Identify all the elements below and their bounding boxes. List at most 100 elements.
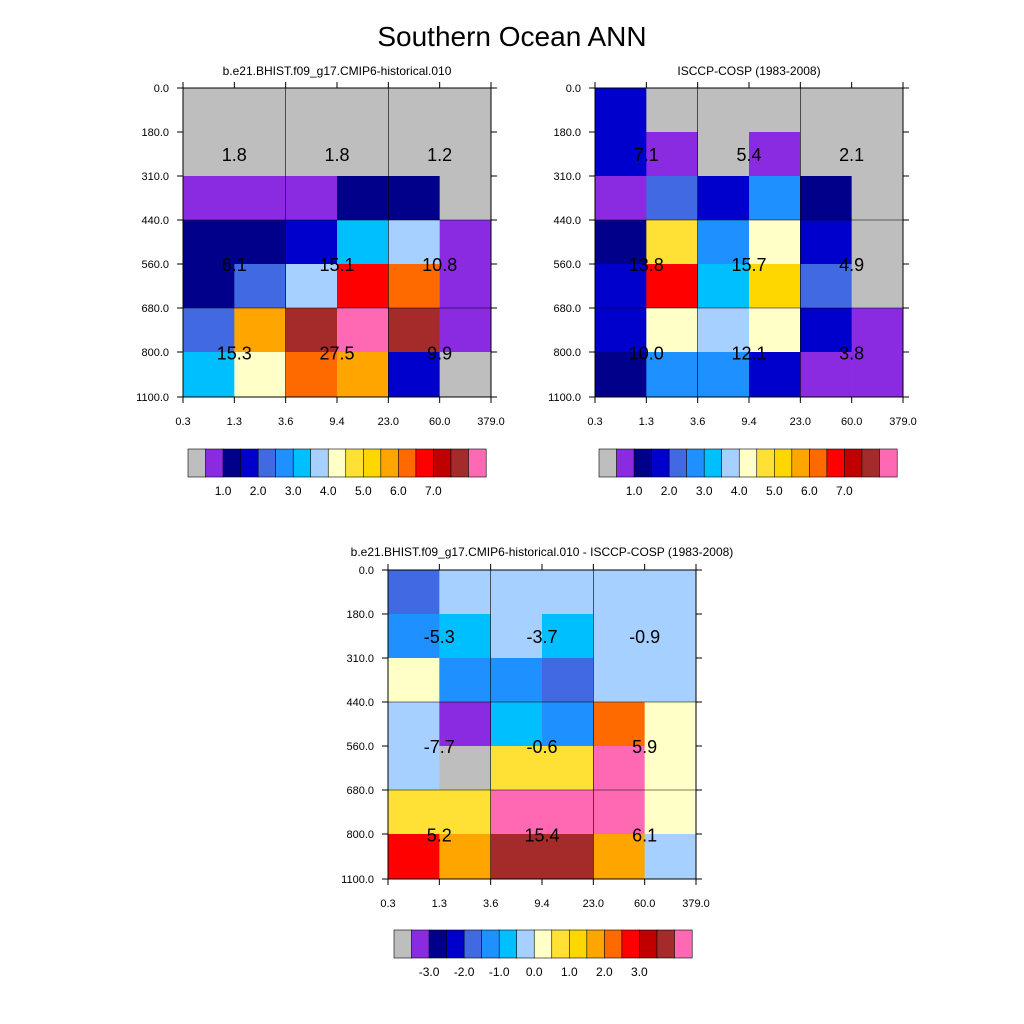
colorbar-swatch bbox=[621, 929, 640, 959]
heatmap-cell bbox=[388, 176, 440, 221]
heatmap-cell bbox=[183, 264, 235, 309]
colorbar-swatch bbox=[656, 929, 675, 959]
heatmap-cell bbox=[234, 308, 286, 353]
y-tick-label: 800.0 bbox=[346, 829, 374, 841]
heatmap-cell bbox=[285, 176, 338, 221]
colorbar-swatch bbox=[756, 448, 775, 478]
heatmap-cell bbox=[800, 176, 852, 221]
heatmap-cell bbox=[697, 88, 750, 133]
heatmap-cell bbox=[749, 88, 801, 133]
block-value: 6.1 bbox=[222, 255, 247, 275]
colorbar-swatch bbox=[362, 448, 382, 478]
colorbar-swatch bbox=[450, 448, 469, 478]
x-tick-label: 1.3 bbox=[227, 416, 242, 428]
heatmap-cell bbox=[183, 352, 235, 398]
heatmap-cell bbox=[800, 264, 852, 309]
colorbar-swatch bbox=[257, 448, 277, 478]
y-tick-label: 560.0 bbox=[553, 259, 581, 271]
heatmap-cell bbox=[490, 614, 543, 659]
heatmap-cell bbox=[646, 308, 698, 353]
heatmap-cell bbox=[285, 220, 338, 265]
y-tick-label: 0.0 bbox=[566, 83, 581, 95]
block-value: 15.3 bbox=[217, 344, 252, 364]
heatmap-cell bbox=[749, 308, 801, 353]
y-tick-label: 560.0 bbox=[346, 741, 374, 753]
heatmap-cell bbox=[388, 308, 440, 353]
heatmap-cell bbox=[646, 132, 698, 177]
heatmap-cell bbox=[388, 702, 440, 747]
colorbar-swatch bbox=[738, 448, 758, 478]
x-tick-label: 0.3 bbox=[587, 416, 602, 428]
colorbar-swatch bbox=[598, 448, 618, 478]
colorbar-swatch bbox=[398, 448, 417, 478]
heatmap-cell bbox=[646, 352, 698, 398]
colorbar-label: 5.0 bbox=[766, 484, 783, 498]
heatmap-cell bbox=[542, 570, 594, 615]
heatmap-cell bbox=[337, 132, 389, 177]
colorbar-swatch bbox=[415, 448, 434, 478]
heatmap-cell bbox=[593, 658, 645, 703]
heatmap-cell bbox=[234, 352, 286, 398]
y-tick-label: 680.0 bbox=[346, 785, 374, 797]
heatmap-cell bbox=[644, 746, 697, 791]
block-value: 10.8 bbox=[422, 255, 457, 275]
heatmap-cell bbox=[388, 658, 440, 703]
panel-observations: ISCCP-COSP (1983-2008) 0.0 180.0 310.0 440.… bbox=[548, 64, 917, 498]
heatmap-cell bbox=[285, 132, 338, 177]
block-value: 15.1 bbox=[319, 255, 354, 275]
heatmap-cell bbox=[644, 702, 697, 747]
heatmap-cell bbox=[439, 88, 492, 133]
panel-difference: b.e21.BHIST.f09_g17.CMIP6-historical.010… bbox=[341, 545, 733, 979]
heatmap-cell bbox=[593, 746, 645, 791]
colorbar-swatch bbox=[411, 929, 430, 959]
colorbar-swatch bbox=[686, 448, 705, 478]
heatmap-cell bbox=[646, 88, 698, 133]
x-tick-label: 60.0 bbox=[841, 416, 862, 428]
colorbar-swatch bbox=[222, 448, 242, 478]
heatmap-cell bbox=[388, 352, 440, 398]
heatmap-cell bbox=[697, 352, 750, 398]
heatmap-cell bbox=[337, 176, 389, 221]
heatmap-cell bbox=[234, 220, 286, 265]
colorbar-swatch bbox=[568, 929, 588, 959]
y-tick-label: 1100.0 bbox=[548, 392, 581, 404]
colorbar-swatch bbox=[616, 448, 635, 478]
heatmap-cell bbox=[439, 746, 491, 791]
heatmap-cell bbox=[439, 264, 492, 309]
colorbar-label: 2.0 bbox=[250, 484, 267, 498]
y-tick-label: 1100.0 bbox=[341, 874, 374, 886]
heatmap-cell bbox=[490, 570, 543, 615]
panel-title: b.e21.BHIST.f09_g17.CMIP6-historical.010 bbox=[223, 64, 452, 78]
heatmap-cell bbox=[490, 746, 543, 791]
colorbar-label: 6.0 bbox=[390, 484, 407, 498]
x-tick-label: 379.0 bbox=[477, 416, 505, 428]
heatmap-cell bbox=[595, 220, 647, 265]
heatmap-cell bbox=[439, 176, 492, 221]
x-tick-label: 60.0 bbox=[634, 898, 655, 910]
colorbar-label: 4.0 bbox=[320, 484, 337, 498]
colorbar-label: -2.0 bbox=[454, 965, 475, 979]
heatmap-cell bbox=[593, 790, 645, 835]
colorbar-swatch bbox=[463, 929, 483, 959]
colorbar-swatch bbox=[498, 929, 518, 959]
heatmap-cell bbox=[183, 220, 235, 265]
heatmap-cell bbox=[595, 308, 647, 353]
heatmap-cell bbox=[234, 132, 286, 177]
colorbar-swatch bbox=[844, 448, 863, 478]
colorbar-swatch bbox=[393, 929, 413, 959]
block-value: 9.9 bbox=[427, 344, 452, 364]
heatmap-cell bbox=[439, 658, 491, 703]
heatmap-cell bbox=[337, 352, 389, 398]
x-tick-label: 3.6 bbox=[690, 416, 705, 428]
colorbar-swatch bbox=[345, 448, 364, 478]
heatmap-cell bbox=[595, 352, 647, 398]
heatmap-cell bbox=[644, 834, 697, 880]
heatmap-cell bbox=[697, 176, 750, 221]
block-value: 4.9 bbox=[839, 255, 864, 275]
colorbar-label: -3.0 bbox=[419, 965, 440, 979]
y-tick-label: 310.0 bbox=[346, 653, 374, 665]
y-tick-label: 680.0 bbox=[553, 303, 581, 315]
heatmap-cell bbox=[749, 220, 801, 265]
y-tick-label: 310.0 bbox=[141, 171, 169, 183]
heatmap-cell bbox=[697, 220, 750, 265]
